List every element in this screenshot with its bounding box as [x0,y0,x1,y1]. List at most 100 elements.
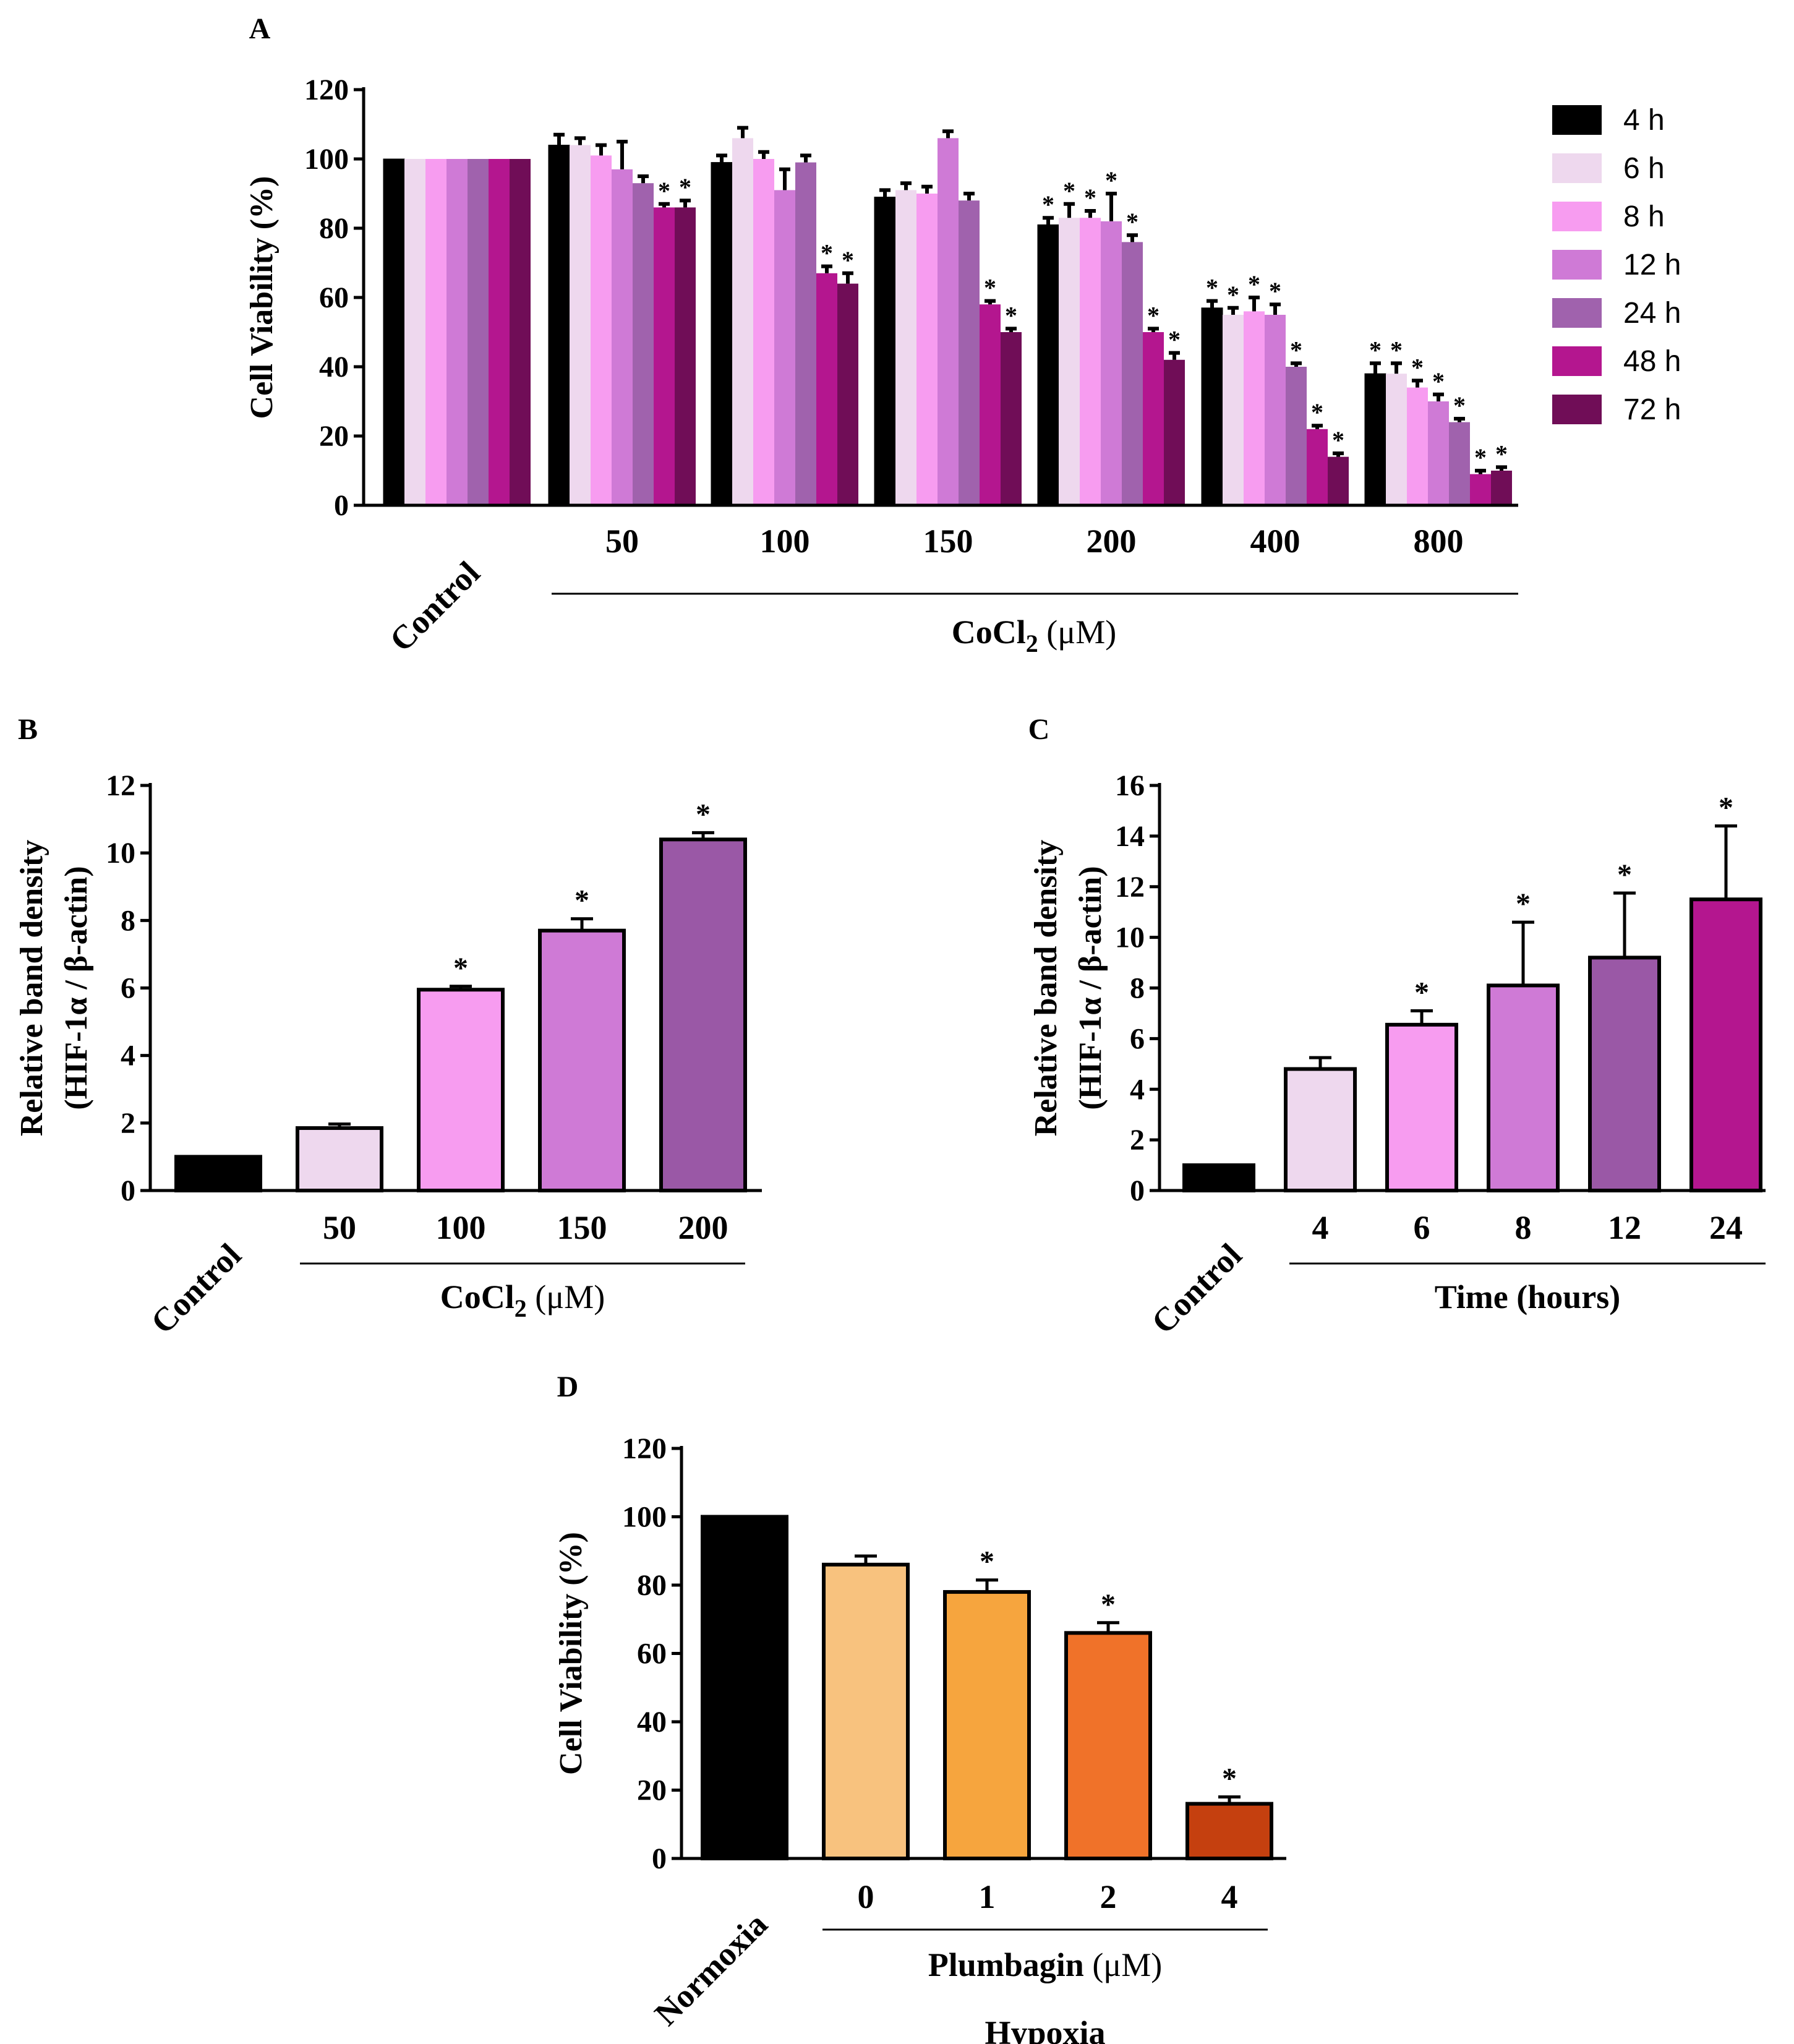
significance-marker: * [1042,190,1054,218]
significance-marker: * [1147,301,1160,329]
bar [538,928,626,1193]
y-tick-label: 0 [121,1174,135,1207]
legend-label: 72 h [1623,393,1681,426]
panel-label: B [18,713,38,746]
y-tick-label: 16 [1115,769,1145,802]
x-tick-label: 24 [1709,1209,1743,1246]
panel-label: A [249,12,271,45]
bar [570,145,591,506]
y-tick-label: 0 [652,1842,667,1875]
significance-marker: * [679,173,691,201]
bar [711,162,733,506]
bar [612,169,633,505]
legend-swatch [1552,346,1602,376]
y-tick-label: 40 [319,351,349,383]
significance-marker: * [1269,277,1281,305]
bar [822,1562,910,1861]
y-tick-label: 4 [121,1040,135,1072]
bar [874,197,896,506]
y-tick-label: 20 [637,1774,667,1807]
significance-marker: * [980,1546,994,1578]
bar [1588,956,1661,1192]
legend-label: 6 h [1623,152,1665,185]
x-tick-label: 8 [1515,1209,1532,1246]
legend-label: 12 h [1623,249,1681,281]
bar [548,145,570,506]
significance-marker: * [1495,440,1508,468]
significance-marker: * [1411,353,1424,381]
legend-label: 48 h [1623,345,1681,378]
bar [675,207,696,505]
bar [468,159,489,505]
significance-marker: * [1453,391,1466,419]
bar [837,283,858,505]
y-tick-label: 12 [106,769,135,802]
x-group-label: Time (hours) [1435,1278,1621,1315]
bar [1689,897,1762,1192]
bar [174,1155,262,1192]
y-tick-label: 80 [637,1569,667,1602]
bar [446,159,468,505]
bar [916,194,938,505]
bar [296,1126,383,1193]
bar [816,273,837,505]
legend-swatch [1552,105,1602,135]
y-tick-label: 100 [304,143,349,176]
legend-label: 8 h [1623,200,1665,233]
panel-label: D [557,1371,579,1403]
x-tick-label: Control [382,554,487,659]
bar [895,190,916,505]
significance-marker: * [1311,398,1323,426]
significance-marker: * [1105,166,1117,194]
bar [1037,224,1059,506]
significance-marker: * [1222,1763,1237,1795]
x-tick-label: 4 [1312,1209,1329,1246]
x-tick-label: 800 [1414,523,1464,560]
bar [404,159,425,505]
bar [1001,332,1022,505]
y-axis-label: Relative band density [1028,840,1064,1137]
bar [980,304,1001,505]
bar [959,200,980,505]
x-group-label: Plumbagin (μM) [928,1946,1163,1983]
x-tick-label: Control [1144,1236,1249,1341]
bar [425,159,446,505]
bar [633,183,654,505]
x-tick-label: 400 [1250,523,1301,560]
bar [1182,1163,1255,1192]
bar [591,155,612,505]
y-tick-label: 2 [1130,1124,1145,1157]
bar [654,207,675,505]
y-tick-label: 10 [1115,922,1145,954]
bar [1386,374,1407,505]
y-tick-label: 6 [1130,1022,1145,1055]
significance-marker: * [1005,301,1017,329]
significance-marker: * [1227,281,1239,309]
bar [774,190,795,505]
bar [1428,401,1449,505]
significance-marker: * [1719,792,1733,824]
y-axis-label: (HIF-1α / β-actin) [1073,866,1108,1110]
x-tick-label: 50 [323,1209,356,1246]
bar [1407,387,1428,505]
legend-label: 24 h [1623,297,1681,330]
bar [943,1590,1031,1861]
x-tick-label: 6 [1414,1209,1430,1246]
bar [732,138,753,505]
y-tick-label: 2 [121,1107,135,1140]
x-tick-label: 100 [760,523,810,560]
bar [1201,307,1223,506]
bar [1122,242,1143,505]
bar [1223,315,1244,505]
bar [753,159,774,505]
x-group-label: Hypoxia [985,2014,1105,2044]
bar [1059,218,1080,505]
x-tick-label: 2 [1100,1878,1117,1915]
panel-label: C [1028,713,1050,746]
significance-marker: * [1290,336,1302,364]
significance-marker: * [821,239,833,267]
legend-swatch [1552,153,1602,183]
significance-marker: * [1332,426,1344,454]
